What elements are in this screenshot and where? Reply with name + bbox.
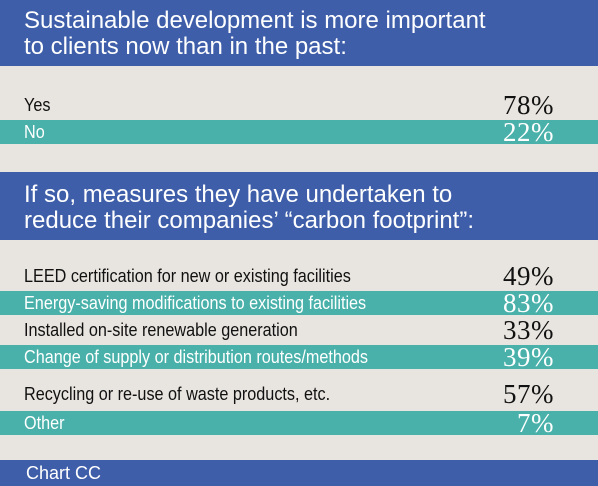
section-1-title-line-2: to clients now than in the past: <box>24 33 347 60</box>
source-label: Chart CC <box>26 463 102 483</box>
row-label: Yes <box>24 94 51 115</box>
row-label: Recycling or re-use of waste products, e… <box>24 383 331 404</box>
row-value: 7% <box>517 407 554 438</box>
table-row: Yes 78% <box>0 90 598 120</box>
chart-footer: Chart CC <box>0 460 598 486</box>
section-2-header: If so, measures they have undertaken to … <box>0 172 598 240</box>
row-value: 39% <box>503 341 554 372</box>
table-row: No 22% <box>0 117 598 147</box>
row-label: Installed on-site renewable generation <box>24 319 298 340</box>
row-label: Other <box>24 412 65 433</box>
table-row: Change of supply or distribution routes/… <box>0 342 598 372</box>
section-1-header: Sustainable development is more importan… <box>0 0 598 66</box>
row-value: 57% <box>503 378 554 409</box>
row-label: No <box>24 121 45 142</box>
section-2-title-line-2: reduce their companies’ “carbon footprin… <box>24 207 474 234</box>
row-value: 22% <box>503 116 554 147</box>
section-1-title-line-1: Sustainable development is more importan… <box>24 7 486 34</box>
table-row: Installed on-site renewable generation 3… <box>0 315 598 345</box>
row-label: Energy-saving modifications to existing … <box>24 292 367 313</box>
row-label: Change of supply or distribution routes/… <box>24 346 368 367</box>
row-value: 83% <box>503 287 554 318</box>
section-2-title-line-1: If so, measures they have undertaken to <box>24 181 453 208</box>
row-value: 78% <box>503 89 554 120</box>
table-row: Energy-saving modifications to existing … <box>0 288 598 318</box>
table-row: LEED certification for new or existing f… <box>0 261 598 291</box>
row-label: LEED certification for new or existing f… <box>24 265 351 286</box>
row-value: 49% <box>503 260 554 291</box>
row-value: 33% <box>503 314 554 345</box>
table-row: Recycling or re-use of waste products, e… <box>0 379 598 409</box>
table-row: Other 7% <box>0 408 598 438</box>
